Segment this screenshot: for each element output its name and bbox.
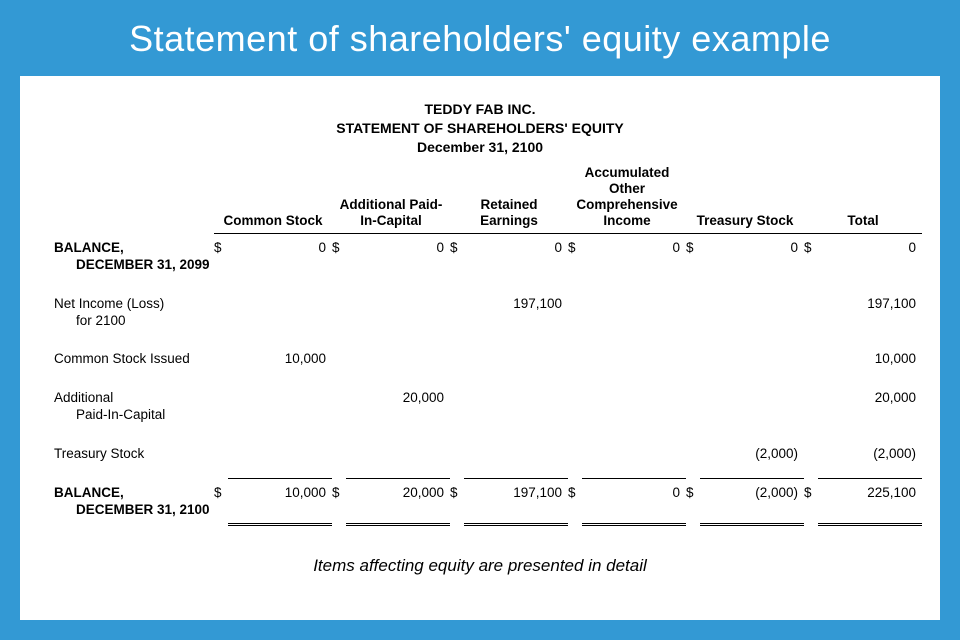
currency-symbol: $	[686, 234, 700, 280]
col-retained: Retained Earnings	[450, 163, 568, 234]
closing-label-1: BALANCE,	[54, 485, 212, 502]
closing-label-2: DECEMBER 31, 2100	[54, 502, 212, 519]
opening-total: 0	[818, 234, 922, 280]
opening-common: 0	[228, 234, 332, 280]
currency-symbol: $	[450, 234, 464, 280]
closing-total: 225,100	[818, 479, 922, 525]
currency-symbol: $	[332, 234, 346, 280]
row-common-issued: Common Stock Issued 10,000 10,000	[54, 345, 922, 374]
row-closing-balance: BALANCE, DECEMBER 31, 2100 $ 10,000 $ 20…	[54, 479, 922, 525]
currency-symbol: $	[450, 479, 464, 525]
row-treasury: Treasury Stock (2,000) (2,000)	[54, 440, 922, 469]
statement-header: TEDDY FAB INC. STATEMENT OF SHAREHOLDERS…	[54, 100, 906, 157]
currency-symbol: $	[804, 234, 818, 280]
row-opening-balance: BALANCE, DECEMBER 31, 2099 $ 0 $ 0 $ 0 $…	[54, 234, 922, 280]
statement-title: STATEMENT OF SHAREHOLDERS' EQUITY	[54, 119, 906, 138]
commonissued-common: 10,000	[228, 345, 332, 374]
currency-symbol: $	[568, 234, 582, 280]
apic-total: 20,000	[818, 384, 922, 430]
commonissued-total: 10,000	[818, 345, 922, 374]
netincome-retained: 197,100	[464, 290, 568, 336]
currency-symbol: $	[332, 479, 346, 525]
row-net-income: Net Income (Loss) for 2100 197,100 197,1…	[54, 290, 922, 336]
col-aoci: Accumulated Other Comprehensive Income	[568, 163, 686, 234]
treasury-label: Treasury Stock	[54, 446, 212, 463]
opening-aoci: 0	[582, 234, 686, 280]
opening-treasury: 0	[700, 234, 804, 280]
col-common-stock: Common Stock	[214, 163, 332, 234]
row-apic: Additional Paid-In-Capital 20,000 20,000	[54, 384, 922, 430]
slide-banner: Statement of shareholders' equity exampl…	[0, 0, 960, 76]
opening-apic: 0	[346, 234, 450, 280]
col-total: Total	[804, 163, 922, 234]
closing-common: 10,000	[228, 479, 332, 525]
statement-sheet: TEDDY FAB INC. STATEMENT OF SHAREHOLDERS…	[20, 76, 940, 620]
treasury-value: (2,000)	[700, 440, 804, 469]
currency-symbol: $	[568, 479, 582, 525]
netincome-label-2: for 2100	[54, 313, 212, 330]
col-treasury: Treasury Stock	[686, 163, 804, 234]
currency-symbol: $	[214, 479, 228, 525]
banner-title: Statement of shareholders' equity exampl…	[129, 18, 831, 59]
statement-date: December 31, 2100	[54, 138, 906, 157]
caption-text: Items affecting equity are presented in …	[54, 556, 906, 576]
closing-aoci: 0	[582, 479, 686, 525]
closing-retained: 197,100	[464, 479, 568, 525]
netincome-total: 197,100	[818, 290, 922, 336]
apic-label-2: Paid-In-Capital	[54, 407, 212, 424]
opening-label-1: BALANCE,	[54, 240, 212, 257]
opening-retained: 0	[464, 234, 568, 280]
currency-symbol: $	[804, 479, 818, 525]
netincome-label-1: Net Income (Loss)	[54, 296, 212, 313]
closing-treasury: (2,000)	[700, 479, 804, 525]
company-name: TEDDY FAB INC.	[54, 100, 906, 119]
apic-label-1: Additional	[54, 390, 212, 407]
table-header-row: Common Stock Additional Paid-In-Capital …	[54, 163, 922, 234]
col-apic: Additional Paid-In-Capital	[332, 163, 450, 234]
apic-value: 20,000	[346, 384, 450, 430]
treasury-total: (2,000)	[818, 440, 922, 469]
closing-apic: 20,000	[346, 479, 450, 525]
opening-label-2: DECEMBER 31, 2099	[54, 257, 212, 274]
commonissued-label: Common Stock Issued	[54, 351, 212, 368]
equity-table: Common Stock Additional Paid-In-Capital …	[54, 163, 922, 527]
currency-symbol: $	[214, 234, 228, 280]
currency-symbol: $	[686, 479, 700, 525]
